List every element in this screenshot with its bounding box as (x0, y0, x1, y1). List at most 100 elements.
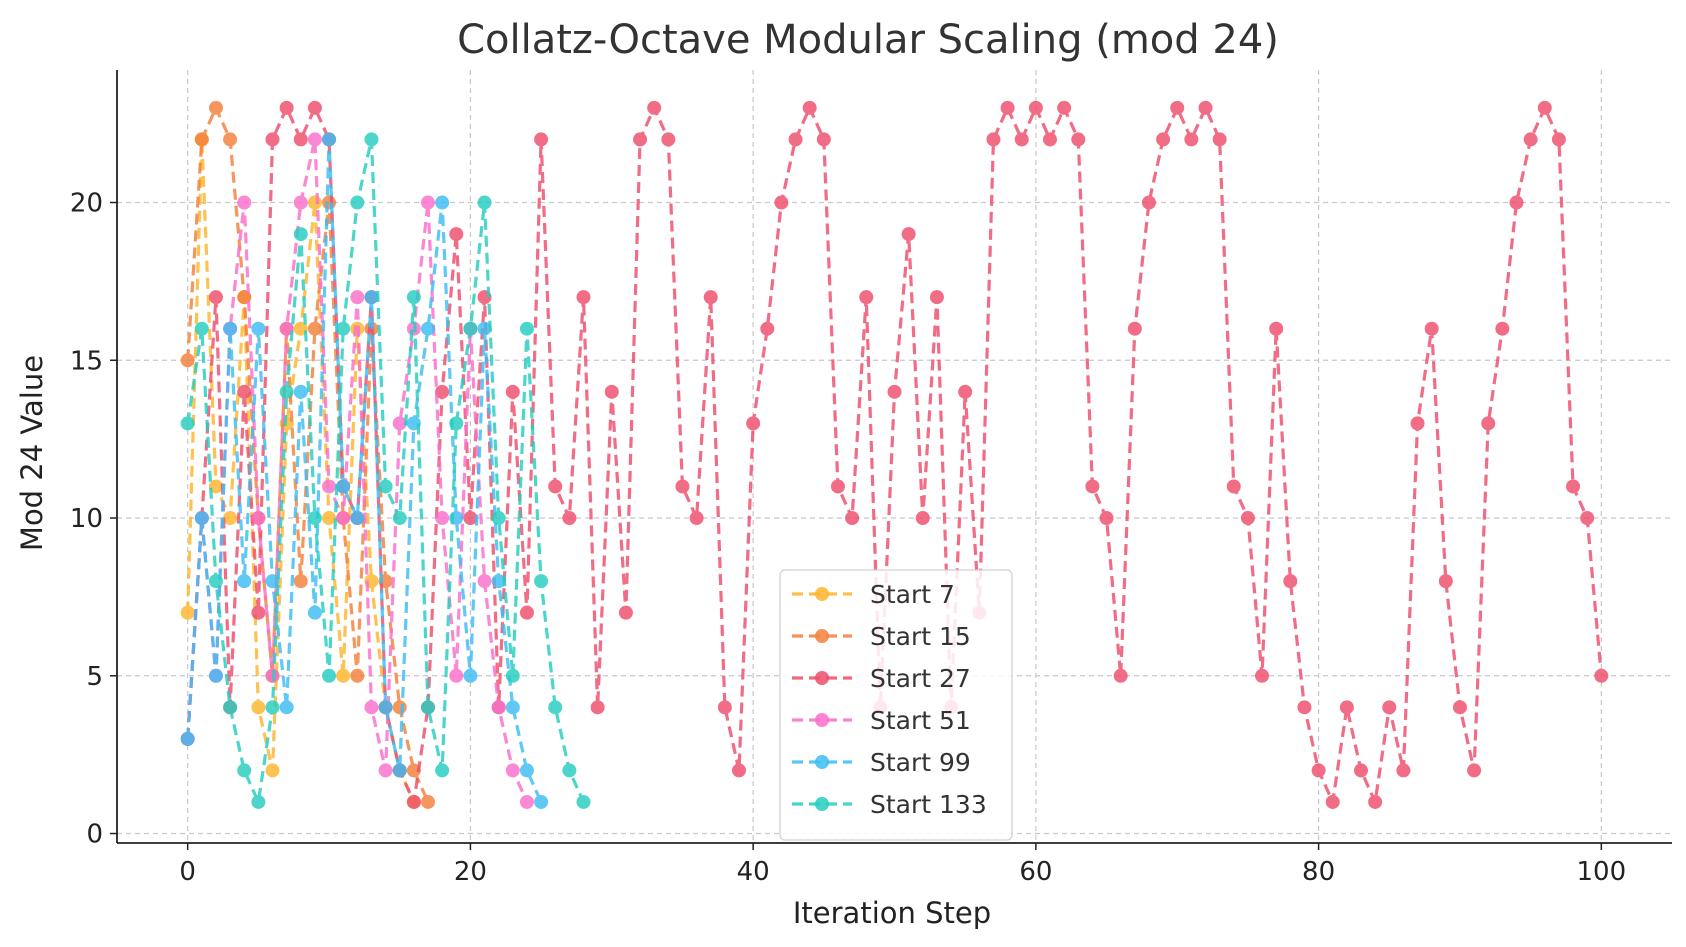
data-point (1255, 668, 1270, 683)
data-point (435, 384, 450, 399)
data-point (378, 479, 393, 494)
data-point (1452, 700, 1467, 715)
data-point (1283, 574, 1298, 589)
legend-item: Start 133 (792, 790, 987, 819)
data-point (859, 290, 874, 305)
data-point (1537, 100, 1552, 115)
x-tick-label: 20 (454, 857, 487, 887)
data-point (307, 195, 322, 210)
chart-title: Collatz-Octave Modular Scaling (mod 24) (457, 17, 1279, 63)
data-point (661, 132, 676, 147)
data-point (505, 384, 520, 399)
data-point (505, 763, 520, 778)
x-tick-label: 0 (179, 857, 196, 887)
data-point (1014, 132, 1029, 147)
y-tick-label: 5 (86, 662, 103, 692)
series-line (186, 106, 430, 803)
data-point (237, 763, 252, 778)
data-point (293, 195, 308, 210)
data-point (392, 416, 407, 431)
data-point (336, 511, 351, 526)
plot-area (180, 100, 1609, 809)
data-point (562, 763, 577, 778)
data-point (915, 511, 930, 526)
data-point (1043, 132, 1057, 147)
data-point (463, 321, 478, 336)
data-point (534, 574, 549, 589)
axes: 0 20 40 60 80 100 0 5 10 15 20 (70, 70, 1672, 887)
data-point (1156, 132, 1171, 147)
data-point (237, 384, 252, 399)
data-point (251, 605, 266, 620)
data-point (802, 100, 817, 115)
data-point (336, 668, 351, 683)
series-start-99 (180, 132, 549, 809)
data-point (1594, 668, 1609, 683)
data-point (392, 511, 407, 526)
legend-label: Start 7 (870, 580, 955, 609)
data-point (251, 321, 266, 336)
x-tick-label: 40 (737, 857, 770, 887)
data-point (463, 668, 478, 683)
data-point (449, 227, 464, 242)
data-point (1410, 416, 1425, 431)
data-point (1551, 132, 1566, 147)
data-point (519, 794, 534, 809)
data-point (251, 511, 266, 526)
data-point (1184, 132, 1199, 147)
data-point (251, 794, 266, 809)
data-point (1580, 511, 1595, 526)
legend-box (779, 569, 1013, 841)
data-point (1396, 763, 1411, 778)
data-point (208, 100, 223, 115)
y-tick-label: 0 (86, 820, 103, 850)
data-point (746, 416, 761, 431)
data-point (223, 321, 238, 336)
data-point (421, 195, 435, 210)
data-point (1368, 794, 1383, 809)
data-point (279, 321, 294, 336)
data-point (293, 132, 308, 147)
data-point (322, 511, 337, 526)
data-point (322, 132, 337, 147)
data-point (208, 574, 223, 589)
data-point (406, 794, 421, 809)
data-point (986, 132, 1001, 147)
x-tick-label: 100 (1576, 857, 1626, 887)
data-point (350, 668, 365, 683)
data-point (223, 511, 238, 526)
data-point (491, 574, 506, 589)
data-point (604, 384, 619, 399)
data-point (1170, 100, 1185, 115)
data-point (307, 132, 322, 147)
legend-swatch-marker (815, 629, 829, 643)
data-point (364, 290, 379, 305)
x-axis-label: Iteration Step (793, 896, 991, 930)
data-point (519, 321, 534, 336)
data-point (435, 763, 450, 778)
data-point (774, 195, 789, 210)
data-point (562, 511, 577, 526)
legend-label: Start 133 (870, 790, 987, 819)
data-point (1311, 763, 1326, 778)
data-point (435, 511, 450, 526)
data-point (406, 290, 421, 305)
data-point (1467, 763, 1482, 778)
data-point (194, 511, 209, 526)
legend: Start 7 Start 15 Start 27 Start 51 Start 99 S… (779, 569, 1013, 841)
data-point (237, 574, 252, 589)
data-point (180, 353, 195, 368)
x-tick-label: 80 (1302, 857, 1335, 887)
legend-swatch-marker (815, 797, 829, 811)
data-point (208, 479, 223, 494)
legend-item: Start 15 (792, 622, 971, 651)
data-point (208, 668, 223, 683)
data-point (293, 574, 308, 589)
data-point (350, 511, 365, 526)
data-point (1523, 132, 1538, 147)
data-point (618, 605, 633, 620)
series-start-133 (180, 132, 591, 809)
data-point (1325, 794, 1340, 809)
data-point (534, 794, 549, 809)
